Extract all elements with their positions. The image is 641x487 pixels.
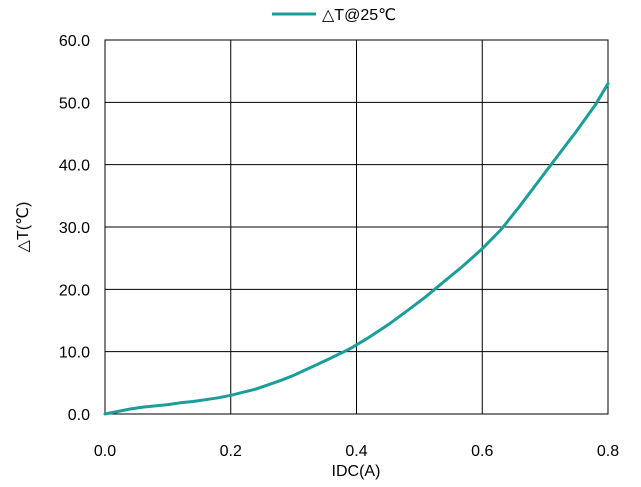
x-tick-label: 0.0	[94, 443, 116, 460]
x-tick-labels: 0.0 0.2 0.4 0.6 0.8	[94, 443, 619, 460]
y-tick-label: 50.0	[59, 95, 90, 112]
y-tick-label: 20.0	[59, 282, 90, 299]
x-axis-label: IDC(A)	[332, 463, 381, 480]
x-tick-label: 0.4	[345, 443, 367, 460]
series-group	[103, 82, 610, 416]
legend-label: △T@25℃	[322, 7, 396, 24]
y-tick-label: 60.0	[59, 33, 90, 50]
series-line	[103, 82, 610, 416]
y-tick-labels: 0.0 10.0 20.0 30.0 40.0 50.0 60.0	[59, 33, 90, 424]
x-tick-label: 0.6	[471, 443, 493, 460]
y-tick-label: 30.0	[59, 220, 90, 237]
y-tick-label: 0.0	[68, 407, 90, 424]
x-tick-label: 0.2	[220, 443, 242, 460]
y-tick-label: 40.0	[59, 158, 90, 175]
x-tick-label: 0.8	[597, 443, 619, 460]
gridlines	[105, 40, 608, 414]
legend: △T@25℃	[272, 7, 396, 24]
y-tick-label: 10.0	[59, 345, 90, 362]
y-axis-label: △T(℃)	[15, 202, 32, 253]
plot-area-border	[104, 39, 609, 415]
